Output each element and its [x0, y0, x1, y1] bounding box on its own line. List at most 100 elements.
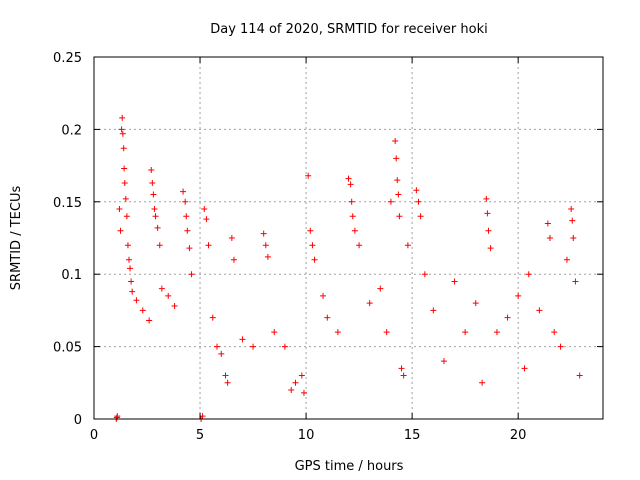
data-point-0-104	[536, 307, 543, 314]
data-point-0-14	[123, 213, 130, 220]
data-point-0-72	[356, 242, 363, 249]
data-point-0-50	[250, 343, 257, 350]
data-point-0-5	[116, 206, 123, 213]
data-point-0-106	[546, 235, 553, 241]
data-point-0-6	[117, 227, 124, 234]
x-tick-label-1: 5	[196, 428, 204, 443]
data-point-0-40	[203, 216, 210, 223]
grid-lines	[94, 57, 603, 419]
data-point-0-94	[479, 379, 486, 386]
data-point-0-56	[288, 387, 295, 394]
data-point-0-62	[309, 242, 316, 249]
data-point-0-64	[320, 292, 327, 299]
y-tick-label-3: 0.15	[53, 196, 82, 211]
data-point-0-11	[121, 165, 128, 172]
data-point-0-68	[347, 181, 354, 188]
data-point-0-24	[149, 179, 156, 186]
data-point-0-92	[462, 329, 469, 336]
data-point-0-83	[400, 372, 407, 379]
data-point-0-81	[396, 213, 403, 220]
data-point-0-99	[493, 329, 500, 336]
data-point-0-34	[182, 198, 189, 205]
data-point-0-88	[421, 271, 428, 278]
data-point-0-53	[264, 253, 271, 260]
data-point-0-44	[218, 350, 225, 357]
plot-frame	[93, 56, 604, 420]
data-point-0-45	[222, 372, 229, 379]
data-point-0-29	[156, 242, 163, 249]
data-point-0-61	[307, 227, 314, 234]
x-tick-label-0: 0	[90, 428, 98, 443]
data-point-0-114	[576, 372, 583, 379]
data-point-0-98	[487, 245, 494, 252]
data-point-0-82	[398, 365, 405, 372]
data-point-0-97	[485, 227, 492, 234]
data-point-0-46	[224, 379, 231, 386]
data-point-0-113	[572, 278, 579, 285]
data-point-0-90	[440, 358, 447, 365]
data-point-0-8	[119, 114, 126, 121]
data-point-0-91	[451, 278, 458, 285]
data-point-0-101	[515, 292, 522, 299]
axes: 0 5 10 15 20 0 0.05 0.1 0.15 0.2 0.25	[53, 51, 604, 443]
data-point-0-20	[133, 297, 140, 304]
data-point-0-85	[413, 187, 420, 194]
data-point-0-39	[201, 206, 208, 213]
data-point-0-35	[183, 213, 190, 220]
data-point-0-22	[146, 317, 153, 324]
data-point-0-107	[551, 329, 558, 336]
data-point-0-59	[300, 389, 307, 396]
data-point-0-7	[118, 126, 125, 133]
data-point-0-67	[345, 175, 352, 182]
data-point-0-36	[184, 227, 191, 234]
chart-title: Day 114 of 2020, SRMTID for receiver hok…	[210, 22, 488, 37]
data-point-0-48	[230, 256, 237, 263]
data-point-0-103	[525, 271, 532, 278]
data-point-0-54	[271, 329, 278, 336]
data-point-0-49	[239, 336, 246, 343]
data-point-0-60	[305, 172, 312, 179]
data-point-0-86	[415, 198, 422, 205]
data-point-0-12	[121, 179, 128, 186]
data-point-0-93	[472, 300, 479, 307]
data-point-0-73	[366, 300, 373, 307]
data-point-0-32	[171, 303, 178, 310]
data-point-0-87	[417, 213, 424, 220]
data-point-0-37	[186, 245, 193, 252]
data-point-0-71	[351, 227, 358, 234]
data-point-0-16	[125, 256, 132, 263]
data-point-0-25	[150, 191, 157, 198]
x-tick-label-2: 10	[298, 428, 315, 443]
y-tick-label-5: 0.25	[53, 51, 82, 66]
data-point-0-27	[152, 213, 159, 220]
data-point-0-13	[122, 195, 129, 202]
y-tick-label-0: 0	[74, 413, 82, 428]
data-point-0-65	[324, 314, 331, 321]
data-point-0-23	[148, 166, 155, 173]
y-tick-label-4: 0.2	[61, 123, 82, 138]
data-point-0-105	[544, 220, 551, 227]
data-point-0-84	[404, 242, 411, 249]
data-point-0-28	[154, 224, 161, 231]
data-point-0-33	[180, 188, 187, 195]
x-axis-label: GPS time / hours	[295, 459, 404, 474]
data-point-0-70	[349, 213, 356, 220]
data-point-0-26	[151, 206, 158, 213]
data-point-0-4	[199, 413, 206, 420]
data-points	[113, 114, 583, 422]
x-tick-label-4: 20	[510, 428, 527, 443]
data-point-0-112	[570, 235, 577, 241]
data-point-0-30	[158, 285, 165, 292]
data-point-0-15	[124, 242, 131, 249]
data-point-0-10	[120, 145, 127, 152]
data-point-0-9	[119, 130, 126, 137]
data-point-0-66	[334, 329, 341, 336]
data-point-0-2	[114, 413, 121, 420]
data-point-0-58	[298, 372, 305, 379]
data-point-0-74	[377, 285, 384, 292]
data-point-0-111	[569, 217, 576, 224]
y-tick-label-1: 0.05	[53, 341, 82, 356]
data-point-0-17	[127, 265, 134, 272]
data-point-0-109	[563, 256, 570, 263]
